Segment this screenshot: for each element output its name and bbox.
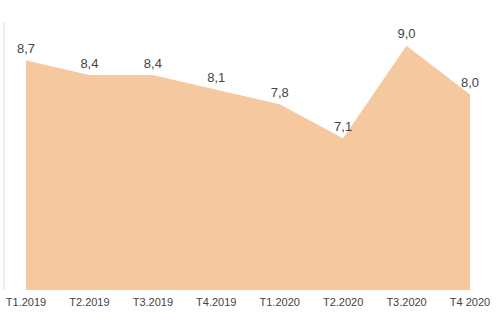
svg-text:T3.2019: T3.2019 [133, 296, 173, 308]
svg-text:T2.2020: T2.2020 [323, 296, 363, 308]
svg-text:T4 2020: T4 2020 [450, 296, 490, 308]
svg-text:8,4: 8,4 [80, 56, 98, 71]
svg-text:7,1: 7,1 [334, 119, 352, 134]
svg-text:T4.2019: T4.2019 [196, 296, 236, 308]
svg-text:8,1: 8,1 [207, 70, 225, 85]
svg-text:T2.2019: T2.2019 [69, 296, 109, 308]
svg-text:7,8: 7,8 [271, 85, 289, 100]
svg-text:T3.2020: T3.2020 [386, 296, 426, 308]
svg-text:8,7: 8,7 [17, 41, 35, 56]
svg-text:T1.2020: T1.2020 [260, 296, 300, 308]
svg-text:8,4: 8,4 [144, 56, 162, 71]
svg-text:9,0: 9,0 [398, 26, 416, 41]
svg-text:8,0: 8,0 [461, 75, 479, 90]
svg-text:T1.2019: T1.2019 [8, 296, 46, 308]
